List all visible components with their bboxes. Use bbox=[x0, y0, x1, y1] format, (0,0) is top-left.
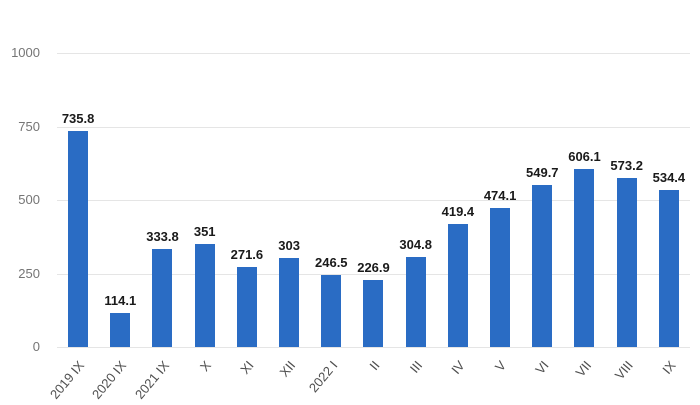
bar-column: 333.8 bbox=[141, 53, 183, 347]
x-tick-label: XII bbox=[276, 357, 299, 380]
bar-value-label: 549.7 bbox=[526, 165, 559, 180]
bar-value-label: 303 bbox=[278, 238, 300, 253]
bar-column: 735.8 bbox=[57, 53, 99, 347]
bar-VII[interactable] bbox=[574, 169, 595, 347]
bar-III[interactable] bbox=[405, 257, 426, 347]
bar-value-label: 226.9 bbox=[357, 260, 390, 275]
plot-area: 735.8 114.1 333.8 351 271.6 303 246.5 226.9 304.… bbox=[57, 53, 690, 348]
bar-value-label: 606.1 bbox=[568, 149, 601, 164]
bar-column: 573.2 bbox=[606, 53, 648, 347]
bar-V[interactable] bbox=[490, 208, 511, 347]
gridline-y-500 bbox=[57, 200, 690, 201]
bar-column: 246.5 bbox=[310, 53, 352, 347]
x-tick-label: IV bbox=[447, 357, 468, 377]
y-tick-label: 500 bbox=[18, 192, 40, 207]
bar-2020 IX[interactable] bbox=[110, 313, 131, 347]
gridline-y-750 bbox=[57, 126, 690, 128]
bar-value-label: 419.4 bbox=[441, 204, 475, 219]
bar-X[interactable] bbox=[194, 244, 215, 347]
y-tick-label: 250 bbox=[18, 265, 40, 281]
gridline-y-250 bbox=[57, 273, 690, 275]
x-tick-label: VI bbox=[532, 357, 552, 377]
x-tick-label: V bbox=[492, 357, 510, 375]
bar-VI[interactable] bbox=[532, 185, 553, 347]
bar-column: 549.7 bbox=[521, 53, 563, 347]
bar-column: 419.4 bbox=[437, 53, 479, 347]
x-tick-label: X bbox=[197, 357, 215, 375]
bar-2022 I[interactable] bbox=[321, 275, 342, 347]
bar-value-label: 333.8 bbox=[146, 229, 179, 244]
x-tick-label: 2022 I bbox=[305, 357, 341, 396]
bar-column: 303 bbox=[268, 53, 310, 347]
x-tick-label: 2019 IX bbox=[47, 357, 88, 402]
x-tick-label: 2021 IX bbox=[131, 357, 172, 402]
bar-value-label: 304.8 bbox=[399, 237, 432, 252]
x-tick-label: XI bbox=[236, 357, 257, 377]
bar-2019 IX[interactable] bbox=[68, 131, 89, 347]
y-tick-label: 1000 bbox=[11, 45, 40, 60]
bar-column: 351 bbox=[184, 53, 226, 347]
bar-value-label: 351 bbox=[193, 224, 216, 239]
x-tick-label: VIII bbox=[612, 357, 637, 383]
x-tick-label: 2020 IX bbox=[89, 357, 130, 402]
gridline-y-1000 bbox=[57, 53, 690, 54]
bar-column: 226.9 bbox=[352, 53, 394, 347]
bar-value-label: 271.6 bbox=[230, 247, 264, 262]
bar-IV[interactable] bbox=[447, 224, 468, 347]
bar-value-label: 534.4 bbox=[652, 170, 686, 185]
bar-II[interactable] bbox=[363, 280, 384, 347]
bar-column: 534.4 bbox=[648, 53, 690, 347]
bar-value-label: 573.2 bbox=[610, 158, 643, 173]
bar-column: 114.1 bbox=[99, 53, 141, 347]
bar-column: 304.8 bbox=[395, 53, 437, 347]
gridline-y-0 bbox=[57, 347, 690, 348]
bar-column: 271.6 bbox=[226, 53, 268, 347]
bar-column: 606.1 bbox=[563, 53, 605, 347]
bar-value-label: 474.1 bbox=[483, 188, 517, 203]
bar-column: 474.1 bbox=[479, 53, 521, 347]
y-tick-label: 750 bbox=[18, 118, 40, 134]
x-tick-label: IX bbox=[658, 357, 679, 377]
bar-value-label: 114.1 bbox=[104, 293, 137, 308]
bar-2021 IX[interactable] bbox=[152, 249, 173, 347]
bar-VIII[interactable] bbox=[616, 178, 637, 347]
bar-value-label: 246.5 bbox=[315, 255, 348, 270]
bar-XI[interactable] bbox=[236, 267, 257, 347]
bar-value-label: 735.8 bbox=[61, 111, 95, 126]
x-tick-label: VII bbox=[572, 357, 594, 380]
x-tick-label: III bbox=[406, 357, 426, 376]
x-tick-label: II bbox=[366, 357, 383, 374]
bar-IX[interactable] bbox=[658, 190, 679, 347]
bar-XII[interactable] bbox=[279, 258, 300, 347]
y-tick-label: 0 bbox=[32, 339, 40, 354]
